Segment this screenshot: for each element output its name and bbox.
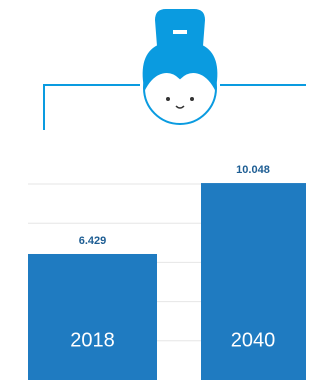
eye <box>166 97 170 101</box>
chart: 6.429 2018 10.048 2040 <box>0 0 306 380</box>
data-label: 10.048 <box>236 164 270 176</box>
hair <box>144 10 217 88</box>
icon <box>44 10 306 130</box>
eye <box>190 97 194 101</box>
bar <box>28 254 157 380</box>
connector-line <box>44 85 140 130</box>
category-label: 2018 <box>70 329 115 351</box>
data-label: 6.429 <box>79 235 107 247</box>
category-label: 2040 <box>231 329 276 351</box>
hair-clip <box>173 30 187 34</box>
